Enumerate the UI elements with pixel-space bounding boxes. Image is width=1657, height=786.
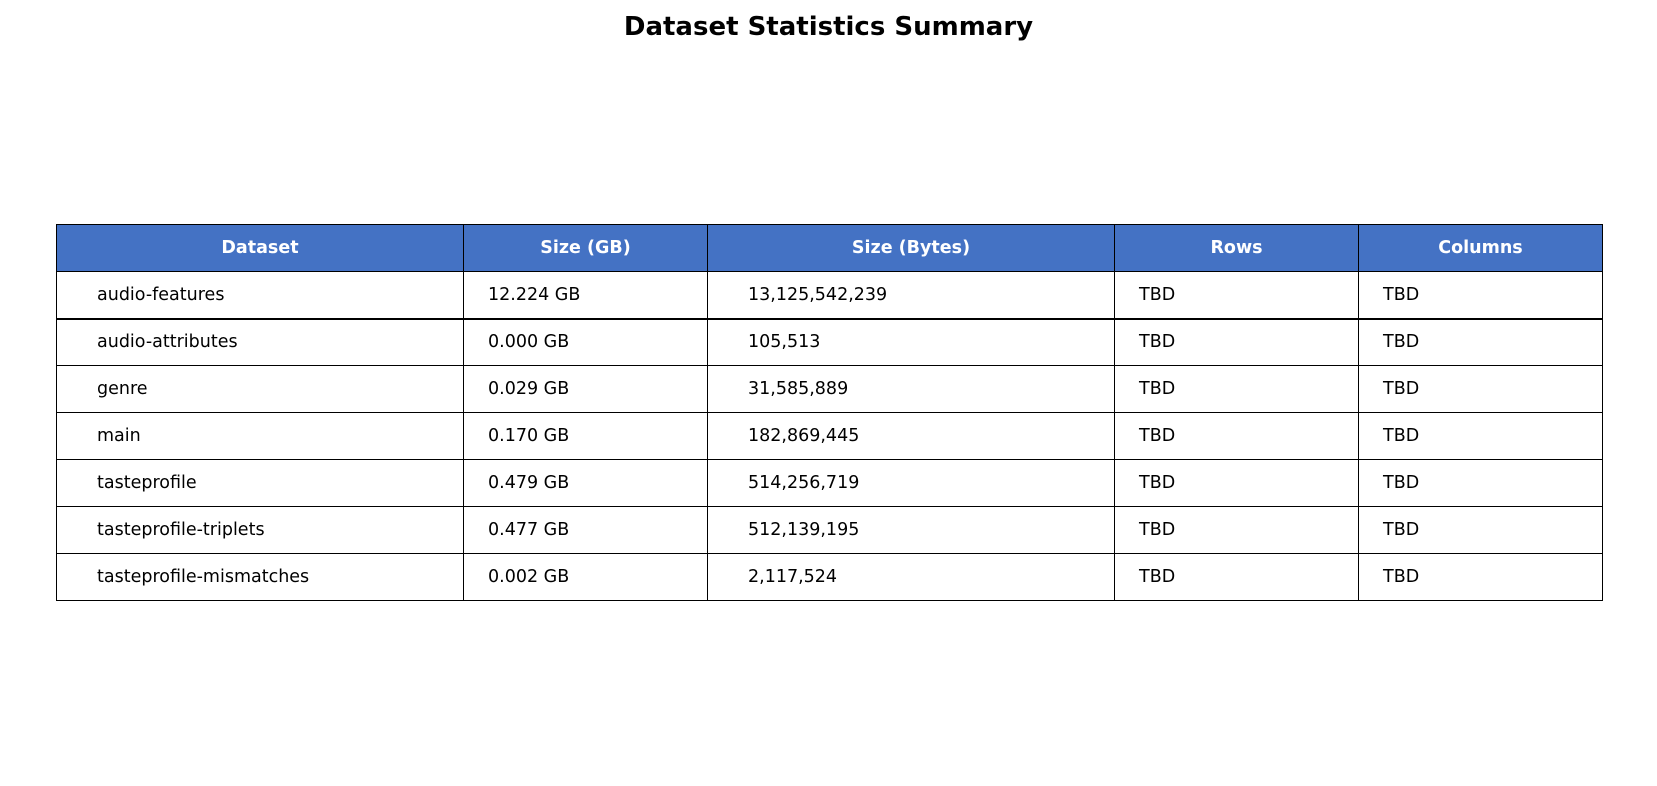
- column-header-size-gb: Size (GB): [463, 224, 708, 272]
- table-cell: TBD: [1114, 506, 1359, 554]
- table-cell: 512,139,195: [707, 506, 1115, 554]
- table-cell: 105,513: [707, 318, 1115, 366]
- table-row: tasteprofile-triplets 0.477 GB 512,139,195…: [56, 506, 1603, 554]
- table-row: main 0.170 GB 182,869,445 TBD TBD: [56, 412, 1603, 460]
- table-cell: 13,125,542,239: [707, 271, 1115, 320]
- table-cell: 514,256,719: [707, 459, 1115, 507]
- table-cell: TBD: [1114, 553, 1359, 601]
- column-header-dataset: Dataset: [56, 224, 464, 272]
- table-cell: 0.170 GB: [463, 412, 708, 460]
- table-cell: TBD: [1358, 365, 1603, 413]
- column-header-rows: Rows: [1114, 224, 1359, 272]
- table-cell: main: [56, 412, 464, 460]
- table-row: audio-attributes 0.000 GB 105,513 TBD TBD: [56, 318, 1603, 366]
- table-cell: audio-attributes: [56, 318, 464, 366]
- table-header-row: Dataset Size (GB) Size (Bytes) Rows Columns: [56, 224, 1603, 272]
- table-cell: TBD: [1114, 412, 1359, 460]
- table-cell: 12.224 GB: [463, 271, 708, 320]
- table-cell: tasteprofile: [56, 459, 464, 507]
- table-cell: tasteprofile-mismatches: [56, 553, 464, 601]
- table-cell: 182,869,445: [707, 412, 1115, 460]
- column-header-size-bytes: Size (Bytes): [707, 224, 1115, 272]
- table-cell: 31,585,889: [707, 365, 1115, 413]
- table-cell: 2,117,524: [707, 553, 1115, 601]
- table-cell: TBD: [1358, 553, 1603, 601]
- table-title: Dataset Statistics Summary: [623, 12, 1034, 42]
- dataset-statistics-table: Dataset Size (GB) Size (Bytes) Rows Columns …: [56, 224, 1603, 601]
- table-cell: TBD: [1358, 271, 1603, 320]
- table-cell: TBD: [1114, 365, 1359, 413]
- table-cell: audio-features: [56, 271, 464, 320]
- table-cell: TBD: [1358, 459, 1603, 507]
- column-header-columns: Columns: [1358, 224, 1603, 272]
- table-row: tasteprofile-mismatches 0.002 GB 2,117,524…: [56, 553, 1603, 601]
- table-cell: TBD: [1358, 318, 1603, 366]
- table-row: genre 0.029 GB 31,585,889 TBD TBD: [56, 365, 1603, 413]
- table-row: tasteprofile 0.479 GB 514,256,719 TBD TBD: [56, 459, 1603, 507]
- table-cell: tasteprofile-triplets: [56, 506, 464, 554]
- table-cell: TBD: [1358, 412, 1603, 460]
- table-cell: TBD: [1114, 459, 1359, 507]
- table-cell: 0.000 GB: [463, 318, 708, 366]
- table-row: audio-features 12.224 GB 13,125,542,239 TBD…: [56, 271, 1603, 320]
- table-body: audio-features 12.224 GB 13,125,542,239 TBD…: [56, 271, 1603, 601]
- table-cell: 0.029 GB: [463, 365, 708, 413]
- table-cell: TBD: [1358, 506, 1603, 554]
- table-cell: TBD: [1114, 271, 1359, 320]
- table-cell: 0.002 GB: [463, 553, 708, 601]
- table-cell: 0.479 GB: [463, 459, 708, 507]
- table-cell: 0.477 GB: [463, 506, 708, 554]
- table-cell: TBD: [1114, 318, 1359, 366]
- table-cell: genre: [56, 365, 464, 413]
